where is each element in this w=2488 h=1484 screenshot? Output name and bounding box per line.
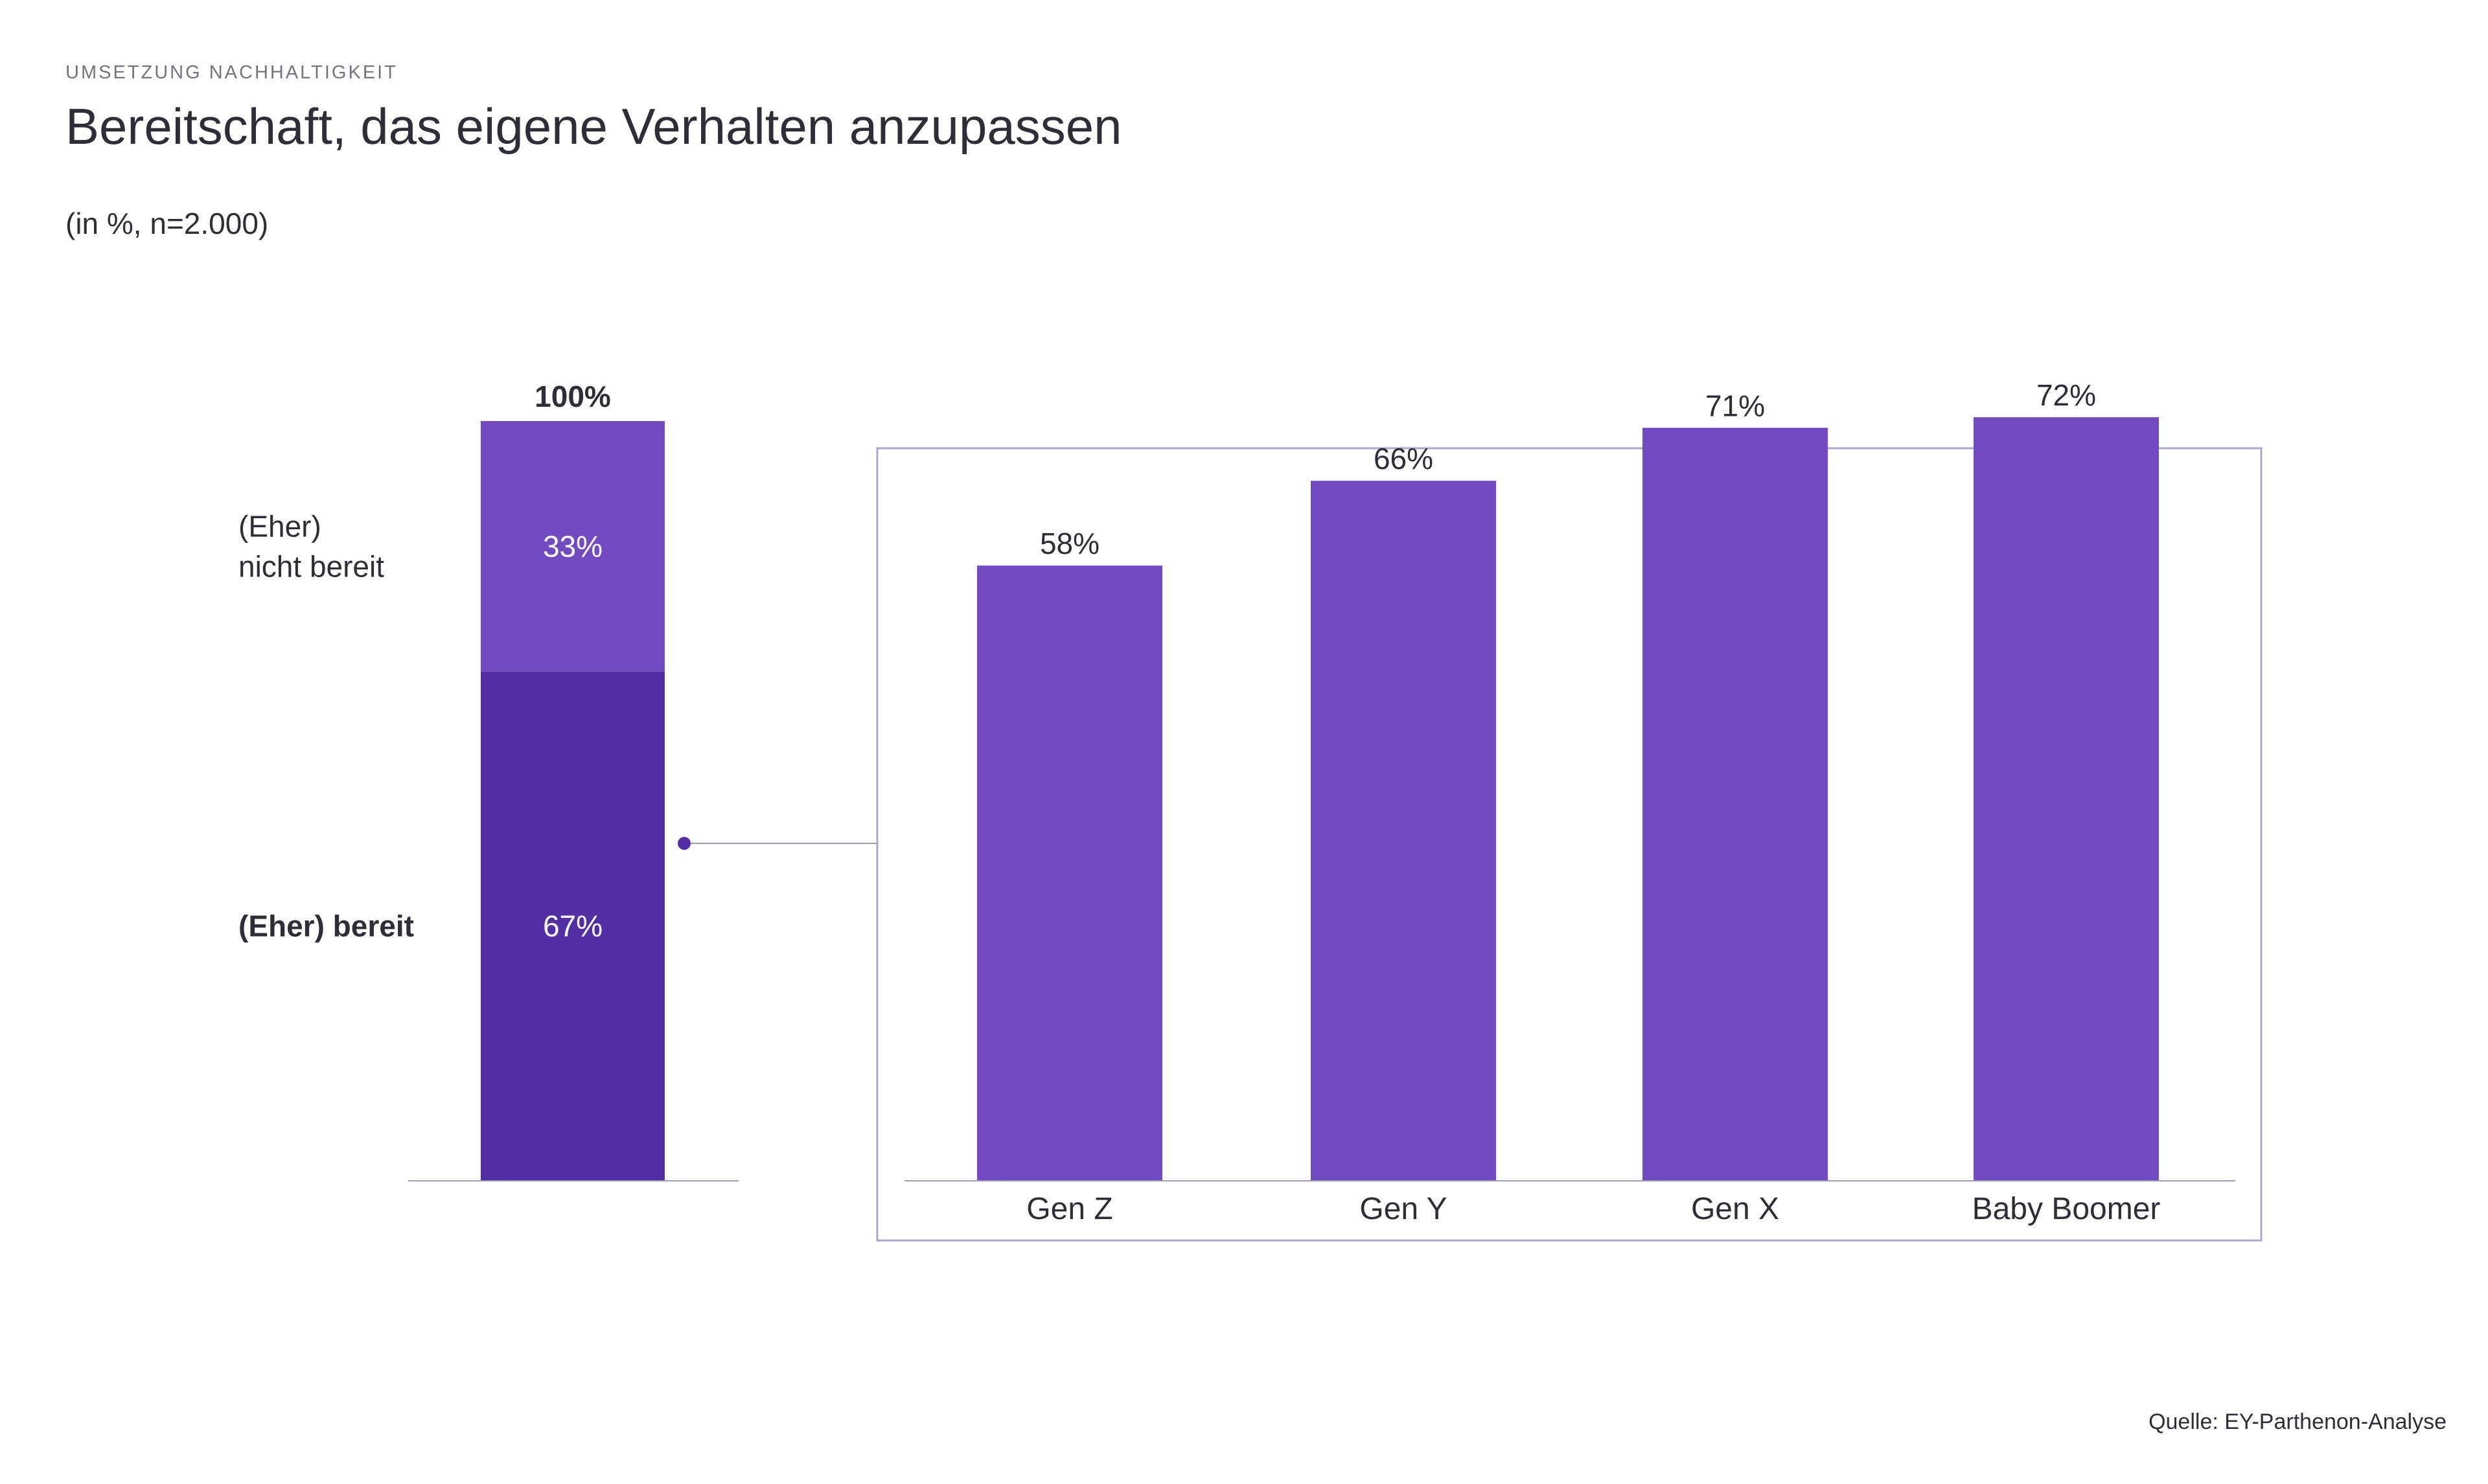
breakdown-frame [876,447,2263,1242]
bar-value-label: 71% [1705,389,1765,422]
stacked-value-label: 67% [543,909,603,942]
stacked-category-label: (Eher) [238,509,321,543]
bar-value-label: 66% [1374,442,1433,475]
bar-gen-z [977,565,1162,1180]
stacked-bar-segment-bereit [481,671,665,1180]
chart-subtitle: (in %, n=2.000) [65,207,269,240]
stacked-total-label: 100% [535,380,611,413]
x-tick-label: Gen Y [1359,1192,1447,1226]
stacked-bar-segment-nicht-bereit [481,421,665,672]
chart-title: Bereitschaft, das eigene Verhalten anzup… [65,98,1122,155]
stacked-value-label: 33% [543,529,603,563]
stacked-category-label: nicht bereit [238,549,384,583]
connector-dot [678,837,691,850]
bar-baby-boomer [1974,417,2159,1180]
bar-gen-x [1642,428,1828,1181]
source-note: Quelle: EY-Parthenon-Analyse [2148,1410,2447,1434]
section-eyebrow: UMSETZUNG NACHHALTIGKEIT [65,62,398,83]
stacked-category-label: (Eher) bereit [238,909,414,942]
bar-value-label: 58% [1040,527,1100,560]
bar-gen-y [1311,481,1496,1180]
bar-value-label: 72% [2036,378,2096,412]
x-tick-label: Baby Boomer [1972,1192,2161,1226]
x-tick-label: Gen Z [1026,1192,1112,1226]
x-tick-label: Gen X [1691,1192,1779,1226]
